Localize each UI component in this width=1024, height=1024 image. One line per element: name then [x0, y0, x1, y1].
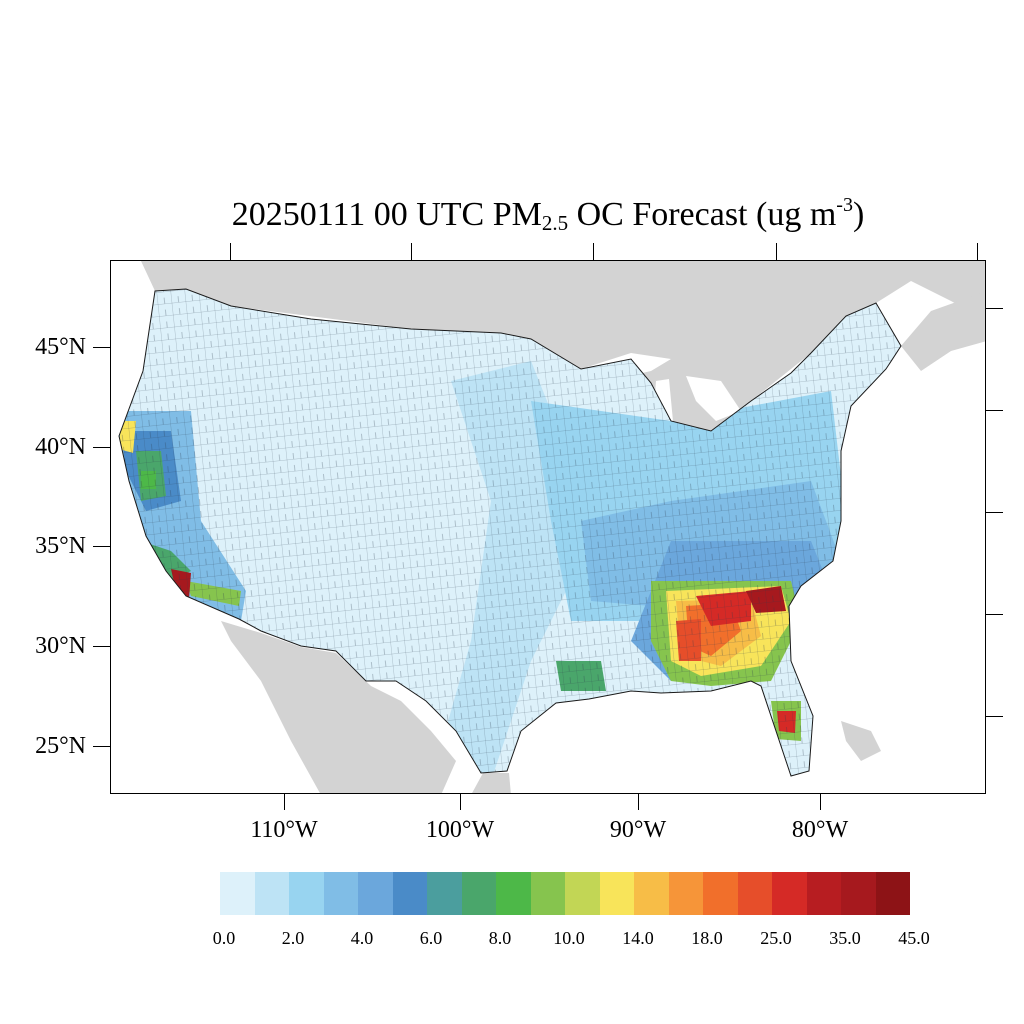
colorbar-swatch: [323, 872, 358, 915]
colorbar: [220, 872, 910, 915]
colorbar-swatch: [289, 872, 324, 915]
colorbar-label: 45.0: [898, 928, 930, 948]
bottom-tick: [820, 794, 821, 810]
left-tick: [93, 347, 110, 348]
colorbar-swatch: [841, 872, 876, 915]
lat-label-35n: 35°N: [35, 533, 86, 559]
map-title: 20250111 00 UTC PM2.5 OC Forecast (ug m-…: [231, 194, 865, 235]
colorbar-swatch: [530, 872, 565, 915]
colorbar-label: 2.0: [281, 928, 305, 948]
colorbar-label: 35.0: [829, 928, 861, 948]
colorbar-label: 14.0: [622, 928, 654, 948]
left-tick: [93, 447, 110, 448]
colorbar-swatch: [358, 872, 393, 915]
colorbar-swatch: [254, 872, 289, 915]
right-tick: [986, 716, 1003, 717]
lon-label-110w: 110°W: [250, 817, 318, 843]
colorbar-swatch: [220, 872, 255, 915]
lat-label-40n: 40°N: [35, 434, 86, 460]
surrounding-land: [141, 261, 985, 793]
right-tick: [986, 512, 1003, 513]
colorbar-swatch: [737, 872, 772, 915]
left-tick: [93, 646, 110, 647]
colorbar-label: 18.0: [691, 928, 723, 948]
right-tick: [986, 308, 1003, 309]
colorbar-swatch: [668, 872, 703, 915]
colorbar-swatch: [875, 872, 910, 915]
lon-label-80w: 80°W: [791, 817, 849, 843]
colorbar-swatch: [392, 872, 427, 915]
lat-label-30n: 30°N: [35, 633, 86, 659]
bottom-tick: [638, 794, 639, 810]
colorbar-swatch: [806, 872, 841, 915]
colorbar-swatch: [565, 872, 600, 915]
map-canvas: [118, 261, 985, 793]
right-tick: [986, 410, 1003, 411]
map-panel: [110, 260, 986, 794]
lon-label-100w: 100°W: [425, 817, 495, 843]
colorbar-swatch: [634, 872, 669, 915]
left-tick: [93, 746, 110, 747]
top-tick: [593, 243, 594, 260]
top-tick: [977, 243, 978, 260]
colorbar-swatch: [496, 872, 531, 915]
top-tick: [776, 243, 777, 260]
colorbar-swatch: [703, 872, 738, 915]
colorbar-label: 25.0: [760, 928, 792, 948]
colorbar-swatch: [461, 872, 496, 915]
colorbar-label: 4.0: [350, 928, 374, 948]
colorbar-swatch: [599, 872, 634, 915]
lat-label-45n: 45°N: [35, 334, 86, 360]
lon-label-90w: 90°W: [609, 817, 667, 843]
colorbar-label: 8.0: [488, 928, 512, 948]
colorbar-label: 0.0: [212, 928, 236, 948]
top-tick: [411, 243, 412, 260]
bottom-tick: [284, 794, 285, 810]
colorbar-swatch: [772, 872, 807, 915]
lat-label-25n: 25°N: [35, 733, 86, 759]
left-tick: [93, 546, 110, 547]
right-tick: [986, 614, 1003, 615]
bottom-tick: [460, 794, 461, 810]
colorbar-swatch: [427, 872, 462, 915]
colorbar-label: 10.0: [553, 928, 585, 948]
top-tick: [230, 243, 231, 260]
colorbar-label: 6.0: [419, 928, 443, 948]
